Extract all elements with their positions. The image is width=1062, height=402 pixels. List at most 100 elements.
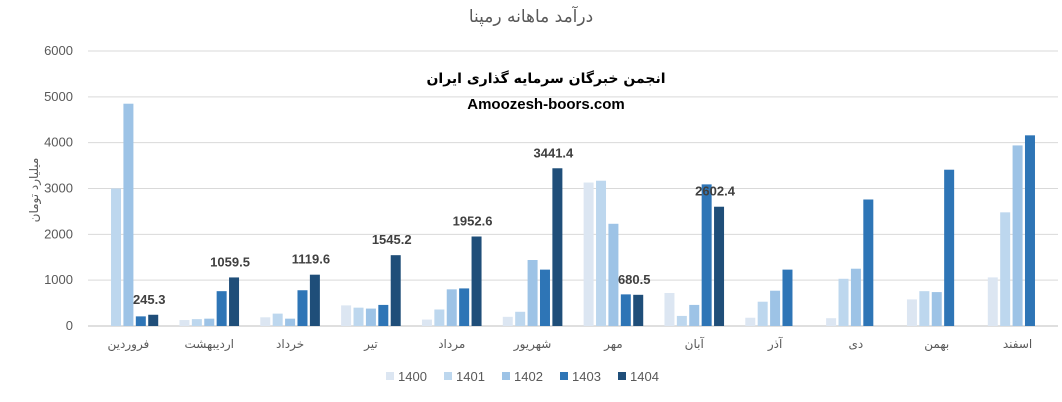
data-labels: 245.3 1059.5 1119.6 1545.2 1952.6 3441.4 680.5… [133,145,736,306]
category-label: تیر [363,337,378,352]
bar-1404-5 [552,168,563,326]
bar-1400-7 [664,293,675,326]
category-label: شهریور [513,337,552,352]
bar-1400-9 [826,318,837,326]
bar-1403-1 [216,291,227,326]
y-tick-label: 1000 [44,272,73,287]
bar-1404-4 [471,236,482,326]
bar-1403-6 [620,294,631,326]
bar-1404-6 [633,294,644,326]
y-tick-label: 2000 [44,226,73,241]
bar-1402-0 [123,103,134,326]
bar-1403-10 [944,169,955,326]
legend-label-1401: 1401 [456,369,485,384]
bar-1400-8 [745,317,756,326]
legend: 1400 1401 1402 1403 1404 [386,369,659,384]
category-label: مهر [603,337,623,352]
bar-1401-6 [596,180,607,326]
y-tick-label: 4000 [44,135,73,150]
bar-1401-2 [272,313,283,326]
bar-1400-5 [502,316,513,326]
legend-label-1403: 1403 [572,369,601,384]
bar-1403-3 [378,304,389,326]
data-label: 1545.2 [372,232,412,247]
y-tick-label: 6000 [44,43,73,58]
legend-swatch-1403 [560,372,568,380]
category-label: آذر [767,336,783,352]
bar-1402-10 [931,292,942,326]
y-axis-label: میلیارد تومان [27,158,42,223]
bar-1403-7 [701,184,712,326]
category-label: بهمن [924,337,949,352]
chart-title: درآمد ماهانه رمپنا [469,5,593,27]
data-label: 3441.4 [534,145,575,160]
data-label: 1059.5 [210,254,250,269]
gridlines [88,50,1058,327]
category-label: خرداد [276,337,304,352]
legend-swatch-1400 [386,372,394,380]
bar-1402-6 [608,223,619,326]
bars [111,103,1035,326]
bar-1403-0 [135,316,146,326]
category-label: دی [849,337,864,351]
data-label: 1119.6 [292,252,330,267]
bar-1402-11 [1012,145,1023,326]
bar-1402-3 [365,308,376,326]
legend-swatch-1402 [502,372,510,380]
y-tick-label: 5000 [44,89,73,104]
category-label: فروردین [108,337,150,352]
bar-1403-4 [459,288,470,326]
bar-1404-3 [390,255,401,326]
data-label: 2602.4 [695,184,736,199]
bar-1401-8 [757,301,768,326]
legend-label-1402: 1402 [514,369,543,384]
bar-1401-7 [676,315,687,326]
bar-1401-3 [353,307,364,326]
bar-1403-8 [782,269,793,326]
category-label: اردیبهشت [185,337,234,352]
bar-1402-2 [285,318,296,326]
category-labels: فروردین اردیبهشت خرداد تیر مرداد شهریور مهر آبا… [108,336,1033,352]
y-tick-label: 3000 [44,181,73,196]
y-tick-labels: 0 1000 2000 3000 4000 5000 6000 [44,43,73,333]
y-tick-label: 0 [66,318,73,333]
category-label: آبان [685,336,705,351]
bar-1401-10 [919,291,930,326]
bar-1402-5 [527,260,538,326]
bar-1404-0 [148,314,159,326]
category-label: اسفند [1003,337,1032,351]
bar-1401-5 [515,311,526,326]
bar-1401-9 [838,278,849,326]
bar-1403-9 [863,199,874,326]
bar-1404-2 [309,274,320,326]
bar-1403-2 [297,290,308,326]
watermark-title: انجمن خبرگان سرمایه گذاری ایران [426,70,665,87]
bar-1403-11 [1024,135,1035,326]
bar-1400-4 [421,319,432,326]
bar-1402-1 [204,318,215,326]
legend-swatch-1404 [618,372,626,380]
bar-1401-11 [1000,212,1011,326]
bar-1404-1 [229,277,240,326]
bar-1400-3 [341,305,352,326]
legend-label-1400: 1400 [398,369,427,384]
bar-1401-1 [191,319,202,326]
bar-1402-9 [850,268,861,326]
category-label: مرداد [438,337,465,352]
bar-1404-7 [714,206,725,326]
legend-swatch-1401 [444,372,452,380]
bar-1401-0 [111,188,122,326]
bar-1400-11 [987,277,998,326]
bar-1402-7 [689,304,700,326]
bar-1402-8 [770,290,781,326]
watermark-url: Amoozesh-boors.com [467,96,625,113]
bar-1400-1 [179,320,190,326]
bar-1400-10 [906,299,917,326]
data-label: 680.5 [618,272,651,287]
bar-1401-4 [434,309,445,326]
bar-1400-6 [583,182,594,326]
bar-1400-2 [260,317,271,326]
bar-1403-5 [539,269,550,326]
data-label: 1952.6 [453,214,493,229]
